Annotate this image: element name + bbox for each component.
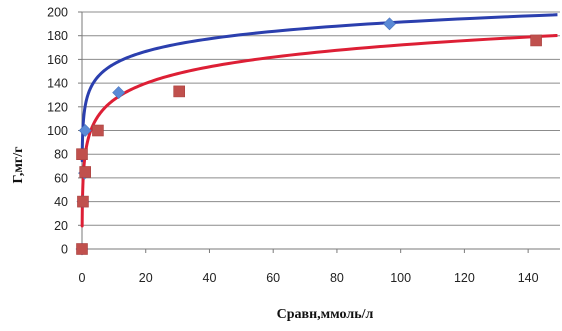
x-tick-label: 0 bbox=[79, 271, 86, 285]
data-point-square bbox=[77, 195, 89, 208]
y-tick-label: 40 bbox=[54, 195, 68, 209]
x-tick-label: 120 bbox=[454, 271, 475, 285]
x-tick-label: 60 bbox=[266, 271, 280, 285]
x-tick-label: 80 bbox=[330, 271, 344, 285]
data-point-square bbox=[530, 34, 542, 47]
x-tick-label: 40 bbox=[203, 271, 217, 285]
data-point-square bbox=[92, 124, 104, 137]
data-point-square bbox=[76, 148, 88, 160]
y-tick-label: 80 bbox=[54, 148, 68, 162]
y-tick-label: 100 bbox=[47, 124, 68, 138]
trend-curves bbox=[80, 13, 558, 228]
y-tick-label: 0 bbox=[61, 243, 68, 257]
gridlines bbox=[82, 11, 560, 226]
data-points bbox=[75, 17, 542, 256]
y-tick-label: 200 bbox=[47, 6, 68, 20]
y-tick-label: 120 bbox=[47, 100, 68, 114]
x-tick-label: 140 bbox=[518, 271, 539, 285]
axes bbox=[78, 11, 560, 253]
tick-labels: 0 20 40 60 80 100 120 140 160 180 200 0 20 40 60 80 100 1… bbox=[47, 6, 538, 286]
y-tick-label: 60 bbox=[54, 171, 68, 185]
x-tick-label: 20 bbox=[139, 271, 153, 285]
data-point-diamond bbox=[112, 86, 126, 100]
data-point-square bbox=[76, 243, 88, 255]
data-point-square bbox=[173, 85, 185, 98]
data-point-square bbox=[79, 166, 91, 178]
y-tick-label: 180 bbox=[47, 29, 68, 43]
data-point-diamond bbox=[383, 17, 396, 31]
y-tick-label: 20 bbox=[54, 219, 68, 233]
x-tick-label: 100 bbox=[390, 271, 411, 285]
y-tick-label: 140 bbox=[47, 77, 68, 91]
data-point-diamond bbox=[78, 124, 92, 137]
y-tick-label: 160 bbox=[47, 53, 68, 67]
x-axis-title: Сравн,ммоль/л bbox=[277, 307, 374, 322]
y-axis-title: Г,мг/г bbox=[11, 147, 26, 184]
trend-line-series-1 bbox=[80, 13, 558, 163]
